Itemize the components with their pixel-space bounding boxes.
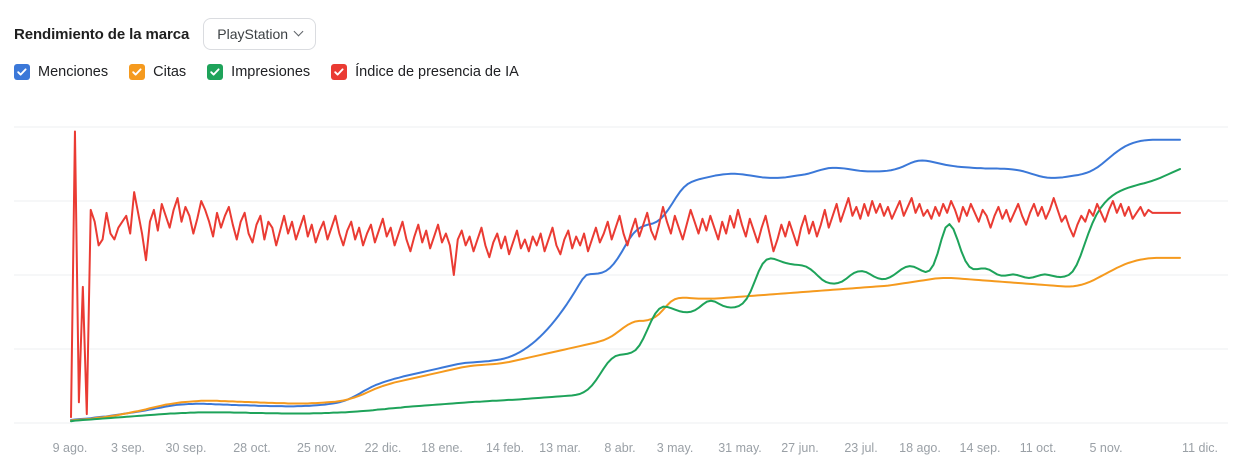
x-axis-tick-label: 22 dic. (364, 441, 402, 455)
x-axis-tick-label: 30 sep. (165, 441, 207, 455)
checkbox-checked-icon[interactable] (129, 64, 146, 80)
x-axis: 9 ago. 3 sep. 30 sep. 28 oct. 25 nov. 22 dic.… (0, 435, 1241, 463)
panel-header: Rendimiento de la marca PlayStation (0, 0, 1241, 50)
x-axis-tick-label: 18 ago. (899, 441, 941, 455)
brand-performance-chart: 9 ago. 3 sep. 30 sep. 28 oct. 25 nov. 22 dic.… (0, 110, 1241, 463)
page-title: Rendimiento de la marca (14, 25, 190, 43)
legend-item-3[interactable]: Índice de presencia de IA (331, 64, 519, 80)
legend-item-label: Menciones (38, 63, 109, 80)
x-axis-tick-label: 8 abr. (604, 441, 636, 455)
legend-item-label: Impresiones (231, 63, 311, 80)
series-line-1 (70, 256, 1181, 422)
checkbox-checked-icon[interactable] (14, 64, 30, 80)
checkbox-checked-icon[interactable] (207, 64, 224, 80)
x-axis-tick-label: 11 dic. (1182, 441, 1218, 455)
x-axis-tick-label: 14 sep. (959, 441, 1001, 455)
legend-item-1[interactable]: Citas (129, 64, 186, 80)
x-axis-tick-label: 3 may. (656, 441, 694, 455)
x-axis-tick-label: 9 ago. (52, 441, 88, 455)
x-axis-tick-label: 3 sep. (110, 441, 146, 455)
legend-item-label: Índice de presencia de IA (355, 63, 519, 80)
series-legend: Menciones Citas Impresiones Índice de prese… (0, 50, 1241, 80)
x-axis-tick-label: 18 ene. (421, 441, 463, 455)
x-axis-tick-label: 13 mar. (539, 441, 581, 455)
series-line-2 (70, 168, 1181, 423)
series-line-3 (70, 130, 1181, 419)
x-axis-tick-label: 14 feb. (485, 441, 525, 455)
checkbox-checked-icon[interactable] (331, 64, 348, 80)
legend-item-0[interactable]: Menciones (14, 64, 108, 80)
legend-item-label: Citas (153, 63, 187, 80)
x-axis-tick-label: 23 jul. (844, 441, 878, 455)
series-line-0 (70, 138, 1181, 422)
x-axis-tick-label: 27 jun. (781, 441, 819, 455)
x-axis-tick-label: 11 oct. (1019, 441, 1057, 455)
chart-plot-area (14, 126, 1228, 424)
x-axis-tick-label: 25 nov. (296, 441, 338, 455)
brand-select-value: PlayStation (217, 26, 289, 42)
x-axis-tick-label: 31 may. (718, 441, 762, 455)
x-axis-tick-label: 28 oct. (233, 441, 271, 455)
legend-item-2[interactable]: Impresiones (207, 64, 310, 80)
brand-select-dropdown[interactable]: PlayStation (203, 18, 317, 50)
chevron-down-icon (295, 28, 304, 37)
x-axis-tick-label: 5 nov. (1089, 441, 1123, 455)
